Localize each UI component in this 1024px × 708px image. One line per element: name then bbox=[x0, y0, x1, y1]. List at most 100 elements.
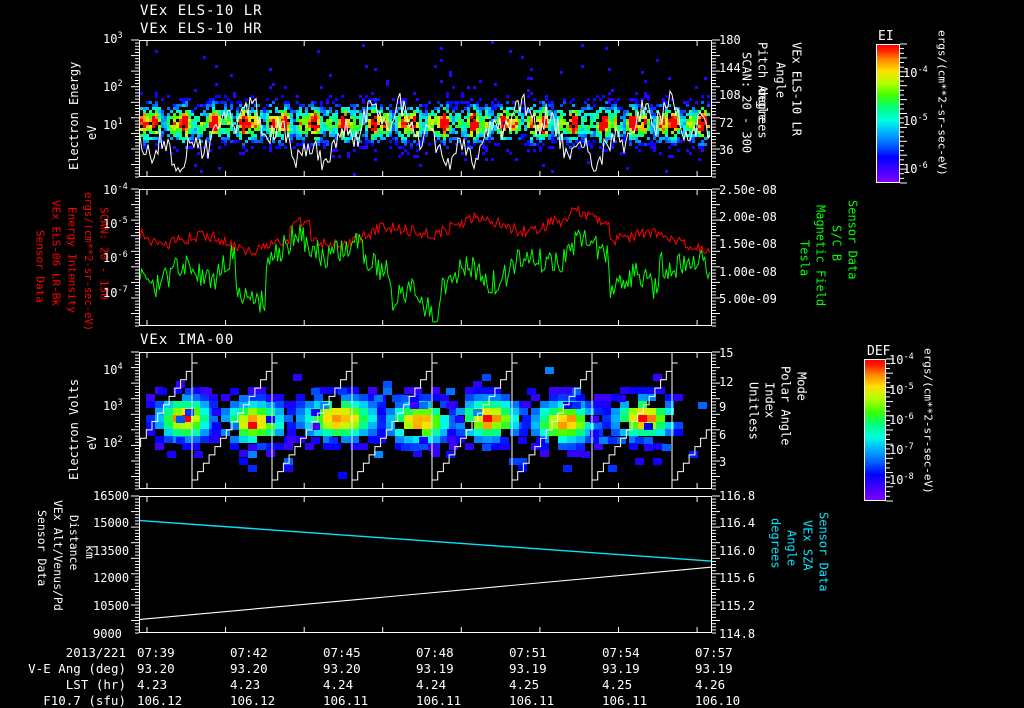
panel3-title: VEx IMA-00 bbox=[140, 332, 235, 348]
panel2-right-tick-1: 2.00e-08 bbox=[719, 210, 777, 224]
footer-time-0: 07:39 bbox=[137, 645, 175, 660]
footer-cell-2-0: 106.12 bbox=[137, 693, 183, 708]
panel1-right-tick-1: 144 bbox=[719, 61, 741, 75]
panel1-right-axis-label5: SCAN: 20 - 300 bbox=[740, 52, 754, 153]
panel1-right-axis-label2: VEx ELS-10 LR bbox=[789, 42, 804, 136]
panel4-right-tick-1: 116.4 bbox=[719, 516, 756, 530]
footer-cell-2-4: 106.11 bbox=[509, 693, 555, 708]
panel2-left-tick-0: 10-4 bbox=[103, 182, 128, 197]
panel1-right-tick-0: 180 bbox=[719, 33, 741, 47]
panel1-left-tick-2: 101 bbox=[103, 117, 123, 132]
p2l-l4: SCAN: 20 - 150 bbox=[97, 207, 111, 300]
panel3-right-axis-label-4: Unitless bbox=[747, 382, 761, 440]
panel1-left-tick-0: 103 bbox=[103, 31, 123, 46]
panel2-left-axis-label-4: ergs/(cm**2-sr-sec-eV) bbox=[82, 192, 95, 332]
panel2-left-tick-2: 10-6 bbox=[103, 250, 128, 265]
p2l-l3: ergs/(cm**2-sr-sec-eV) bbox=[82, 192, 95, 332]
p2l-l2: Energy Intensity bbox=[65, 207, 79, 313]
panel3-left-tick-0: 104 bbox=[103, 362, 123, 377]
panel2-right-tick-2: 1.50e-08 bbox=[719, 237, 777, 251]
panel4-left-axis-label-3: Distance bbox=[67, 515, 81, 570]
panel1-spectrogram-svg bbox=[140, 41, 711, 176]
colorbar2-tick-4: 10-8 bbox=[889, 472, 914, 487]
panel1-right-tick-2: 108 bbox=[719, 88, 741, 102]
p4l-l1: VEx Alt/Venus/Pd bbox=[51, 500, 66, 611]
footer-time-4: 07:51 bbox=[509, 645, 547, 660]
panel2-right-axis-label-1: Sensor Data bbox=[845, 200, 860, 280]
footer-cell-2-6: 106.10 bbox=[695, 693, 741, 708]
colorbar2 bbox=[864, 359, 886, 501]
panel2-left-tick-3: 10-7 bbox=[103, 285, 128, 300]
panel3-left-tick-2: 102 bbox=[103, 435, 123, 450]
panel4-right-axis-label-1: Sensor Data bbox=[816, 512, 831, 592]
colorbar1-tick-0: 10-4 bbox=[903, 65, 928, 80]
p4r-l1: VEx SZA bbox=[800, 520, 815, 571]
panel4-left-tick-2: 13500 bbox=[93, 544, 130, 558]
panel1-right-axis-label3: Angle bbox=[773, 62, 788, 99]
footer-cell-1-4: 4.25 bbox=[509, 677, 540, 692]
panel2-left-axis-label-1: Sensor Data bbox=[33, 230, 47, 303]
panel2-plot-area[interactable] bbox=[139, 189, 712, 326]
panel4-left-tick-0: 16500 bbox=[93, 489, 130, 503]
p3r-l0: Mode bbox=[794, 372, 809, 401]
cb1-unit: ergs/(cm**2-sr-sec-eV) bbox=[935, 30, 949, 176]
panel2-right-axis-label-2: S/C B bbox=[830, 225, 844, 261]
footer-time-2: 07:45 bbox=[323, 645, 361, 660]
footer-cell-2-2: 106.11 bbox=[323, 693, 369, 708]
p4r-l0: Sensor Data bbox=[816, 512, 831, 592]
panel3-right-tick-0: 15 bbox=[719, 346, 734, 360]
panel4-left-axis-label-1: Sensor Data bbox=[35, 510, 49, 586]
panel2-right-tick-4: 5.00e-09 bbox=[719, 292, 777, 306]
panel4-right-tick-3: 115.6 bbox=[719, 571, 756, 585]
panel1-plot-area[interactable] bbox=[139, 40, 712, 177]
panel1-title-lr: VEx ELS-10 LR bbox=[140, 3, 263, 19]
footer-cell-0-2: 93.20 bbox=[323, 661, 361, 676]
cb2-unit: ergs/(cm**2-sr-sec-eV) bbox=[921, 348, 935, 494]
p2l-l0: Sensor Data bbox=[33, 230, 47, 303]
footer-cell-1-3: 4.24 bbox=[416, 677, 447, 692]
footer-date-label: 2013/221 bbox=[65, 645, 126, 660]
footer-cell-2-1: 106.12 bbox=[230, 693, 276, 708]
p1r-l3: degrees bbox=[755, 88, 770, 139]
footer-time-5: 07:54 bbox=[602, 645, 640, 660]
panel2-right-tick-3: 1.00e-08 bbox=[719, 265, 777, 279]
footer-cell-1-1: 4.23 bbox=[230, 677, 261, 692]
panel4-left-tick-1: 15000 bbox=[93, 516, 130, 530]
footer-cell-0-0: 93.20 bbox=[137, 661, 175, 676]
panel3-right-axis-label-1: Mode bbox=[794, 372, 809, 401]
p1r-l0: Pitch Angle bbox=[755, 42, 770, 122]
footer-cell-1-2: 4.24 bbox=[323, 677, 354, 692]
p4r-l2: Angle bbox=[784, 530, 799, 567]
colorbar2-tick-1: 10-5 bbox=[889, 382, 914, 397]
panel4-right-tick-5: 114.8 bbox=[719, 627, 756, 641]
panel3-plot-area[interactable] bbox=[139, 352, 712, 489]
panel4-right-axis-label-2: VEx SZA bbox=[800, 520, 815, 571]
panel4-right-tick-2: 116.0 bbox=[719, 544, 756, 558]
panel4-lines-svg bbox=[140, 519, 711, 620]
panel4-right-axis-label-4: degrees bbox=[769, 518, 783, 569]
panel1-right-axis-label: Pitch Angle bbox=[755, 42, 770, 122]
panel4-left-axis-label-4: km bbox=[83, 545, 97, 559]
panel3-right-axis-label-3: Index bbox=[763, 382, 777, 418]
p3r-l1: Polar Angle bbox=[778, 366, 793, 446]
colorbar1-title: EI bbox=[878, 29, 894, 44]
panel4-left-tick-5: 9000 bbox=[93, 627, 122, 641]
colorbar1 bbox=[876, 44, 900, 183]
footer-cell-0-3: 93.19 bbox=[416, 661, 454, 676]
footer-cell-1-5: 4.25 bbox=[602, 677, 633, 692]
p1r-l1: VEx ELS-10 LR bbox=[789, 42, 804, 136]
panel4-plot-area[interactable] bbox=[139, 496, 712, 633]
panel2-lines-svg bbox=[140, 204, 711, 323]
p2r-l3: Tesla bbox=[797, 240, 812, 277]
p1r-l2: Angle bbox=[773, 62, 788, 99]
p2r-l0: Sensor Data bbox=[845, 200, 860, 280]
footer-time-6: 07:57 bbox=[695, 645, 733, 660]
colorbar2-tick-2: 10-6 bbox=[889, 412, 914, 427]
panel2-left-axis-label-3: Energy Intensity bbox=[65, 207, 79, 313]
colorbar2-title: DEF bbox=[867, 344, 891, 359]
footer-cell-0-1: 93.20 bbox=[230, 661, 268, 676]
colorbar2-tick-0: 10-4 bbox=[889, 352, 914, 367]
panel3-spectrogram-svg bbox=[140, 353, 711, 488]
footer-cell-0-5: 93.19 bbox=[602, 661, 640, 676]
